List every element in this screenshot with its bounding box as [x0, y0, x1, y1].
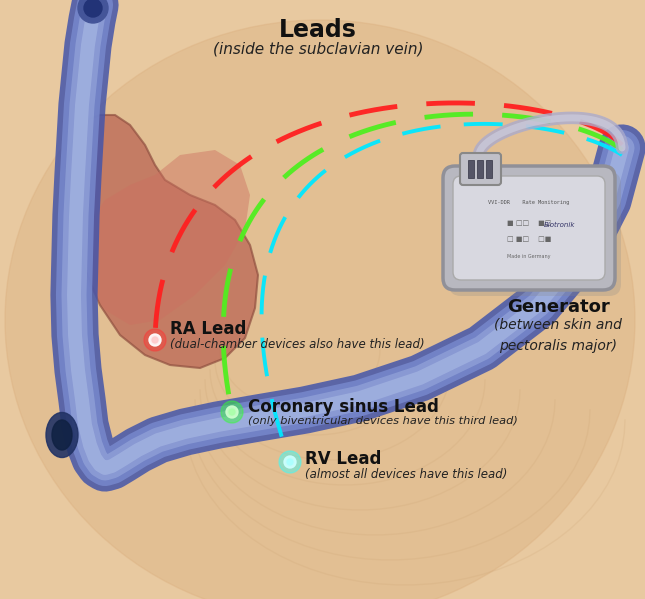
Circle shape	[78, 0, 108, 23]
Circle shape	[144, 329, 166, 351]
Polygon shape	[82, 150, 250, 325]
FancyBboxPatch shape	[453, 176, 605, 280]
Text: (inside the subclavian vein): (inside the subclavian vein)	[213, 42, 423, 57]
FancyBboxPatch shape	[443, 166, 615, 290]
Circle shape	[152, 337, 158, 343]
Circle shape	[284, 456, 296, 468]
Text: Biotronik: Biotronik	[544, 222, 576, 228]
Text: VVI-DDR    Rate Monitoring: VVI-DDR Rate Monitoring	[488, 200, 570, 205]
Bar	[486, 160, 492, 178]
Text: RV Lead: RV Lead	[305, 450, 381, 468]
Circle shape	[84, 0, 102, 17]
Text: (between skin and
pectoralis major): (between skin and pectoralis major)	[494, 318, 622, 353]
FancyBboxPatch shape	[449, 172, 621, 296]
Circle shape	[287, 459, 293, 465]
Bar	[468, 160, 474, 178]
Text: Coronary sinus Lead: Coronary sinus Lead	[248, 398, 439, 416]
Ellipse shape	[46, 413, 78, 458]
Text: RA Lead: RA Lead	[170, 320, 246, 338]
Text: (only biventricular devices have this third lead): (only biventricular devices have this th…	[248, 416, 518, 426]
Text: □ ■□    □■: □ ■□ □■	[507, 236, 551, 242]
Bar	[477, 160, 483, 178]
Circle shape	[221, 401, 243, 423]
Ellipse shape	[52, 420, 72, 450]
Text: Generator: Generator	[506, 298, 610, 316]
Polygon shape	[65, 115, 258, 368]
Circle shape	[149, 334, 161, 346]
Text: (dual-chamber devices also have this lead): (dual-chamber devices also have this lea…	[170, 338, 424, 351]
Circle shape	[229, 409, 235, 415]
FancyBboxPatch shape	[460, 153, 501, 185]
Ellipse shape	[5, 20, 635, 599]
Text: (almost all devices have this lead): (almost all devices have this lead)	[305, 468, 508, 481]
Text: Leads: Leads	[279, 18, 357, 42]
Text: ■ □□    ■□: ■ □□ ■□	[507, 220, 551, 226]
Circle shape	[279, 451, 301, 473]
Text: Made in Germany: Made in Germany	[507, 254, 551, 259]
Circle shape	[226, 406, 238, 418]
